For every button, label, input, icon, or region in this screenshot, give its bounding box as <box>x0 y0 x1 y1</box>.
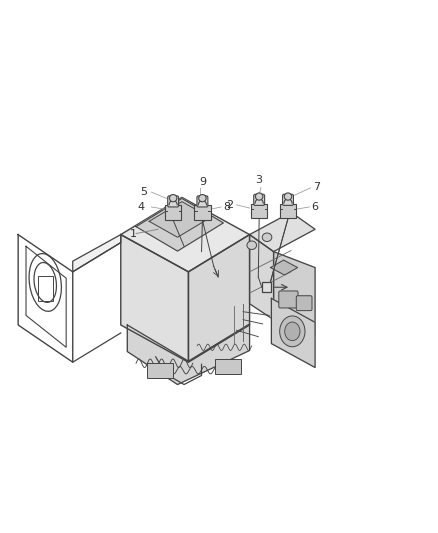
Polygon shape <box>272 298 315 368</box>
Polygon shape <box>271 260 297 275</box>
Polygon shape <box>274 252 315 337</box>
Text: 2: 2 <box>226 200 233 210</box>
FancyBboxPatch shape <box>215 359 241 374</box>
Polygon shape <box>250 235 274 320</box>
FancyBboxPatch shape <box>254 195 265 205</box>
Ellipse shape <box>284 193 292 200</box>
FancyBboxPatch shape <box>279 291 298 308</box>
Text: 7: 7 <box>313 182 320 192</box>
FancyBboxPatch shape <box>296 296 312 311</box>
Text: 4: 4 <box>138 202 145 212</box>
Polygon shape <box>250 212 315 252</box>
Text: 5: 5 <box>140 187 147 197</box>
Ellipse shape <box>280 316 305 347</box>
Polygon shape <box>136 198 223 251</box>
Polygon shape <box>73 235 121 272</box>
Ellipse shape <box>199 195 206 202</box>
FancyBboxPatch shape <box>262 282 272 292</box>
Text: 3: 3 <box>256 175 263 185</box>
Polygon shape <box>188 235 250 362</box>
FancyBboxPatch shape <box>168 196 179 207</box>
Text: 1: 1 <box>130 229 137 239</box>
FancyBboxPatch shape <box>147 364 173 378</box>
Text: 6: 6 <box>311 202 318 212</box>
Polygon shape <box>127 324 250 384</box>
Polygon shape <box>121 197 250 272</box>
FancyBboxPatch shape <box>283 195 293 205</box>
FancyBboxPatch shape <box>251 204 268 218</box>
Text: 8: 8 <box>223 202 230 212</box>
Ellipse shape <box>170 195 177 202</box>
Polygon shape <box>149 201 210 237</box>
FancyBboxPatch shape <box>165 205 181 220</box>
FancyBboxPatch shape <box>197 196 208 207</box>
FancyBboxPatch shape <box>194 205 211 220</box>
Ellipse shape <box>247 241 257 249</box>
Text: 9: 9 <box>199 177 206 187</box>
Polygon shape <box>121 235 188 362</box>
FancyBboxPatch shape <box>280 204 296 218</box>
Ellipse shape <box>255 193 263 200</box>
Ellipse shape <box>262 233 272 241</box>
Ellipse shape <box>285 322 300 341</box>
